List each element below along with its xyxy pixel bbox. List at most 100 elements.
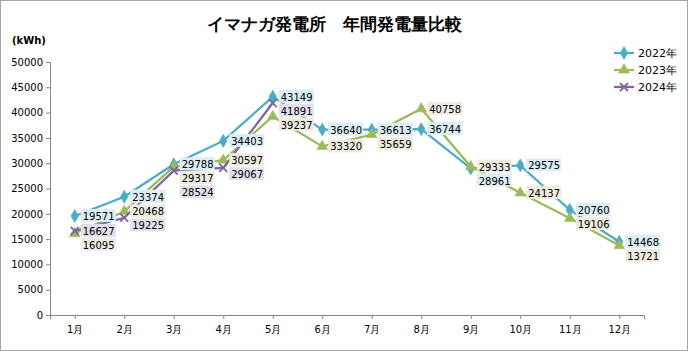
marker — [267, 110, 278, 119]
data-label-bg — [576, 203, 611, 216]
data-label: 41891 — [281, 106, 313, 117]
data-label-bg — [130, 204, 165, 217]
data-label-bg — [279, 90, 314, 103]
y-tick-mark — [46, 189, 50, 190]
y-tick: 10000 — [11, 259, 50, 270]
legend-label: 2023年 — [638, 64, 677, 77]
marker — [318, 123, 326, 136]
x-tick: 8月 — [414, 315, 430, 335]
data-label-bg — [625, 249, 660, 262]
legend-marker — [620, 46, 628, 59]
x-tick: 11月 — [559, 315, 582, 335]
x-tick: 10月 — [509, 315, 532, 335]
title: イマナガ発電所 年間発電量比較 — [207, 14, 463, 34]
x-axis-line — [51, 316, 645, 320]
data-label: 40758 — [429, 104, 461, 115]
data-label-bg — [526, 158, 561, 171]
y-tick-label: 35000 — [11, 133, 43, 144]
data-label-bg — [427, 122, 462, 135]
x-tick-mark — [124, 315, 125, 319]
data-label-bg — [328, 123, 363, 136]
data-label-bg — [180, 185, 215, 198]
y-tick: 0 — [37, 310, 50, 321]
legend: 2022年 2023年 2024年 — [612, 42, 682, 99]
data-label: 34403 — [231, 136, 263, 147]
marker — [269, 99, 277, 107]
data-label-bg — [526, 186, 561, 199]
data-label: 29333 — [479, 162, 511, 173]
x-tick: 7月 — [364, 315, 380, 335]
data-label-bg — [229, 134, 264, 147]
y-axis-title: (kWh) — [12, 35, 46, 46]
y-tick-label: 30000 — [11, 158, 43, 169]
legend-marker — [620, 83, 628, 91]
marker — [170, 167, 178, 175]
legend-marker — [619, 64, 630, 73]
x-tick-label: 6月 — [315, 324, 331, 335]
data-label-bg — [378, 123, 413, 136]
y-tick: 45000 — [11, 82, 50, 93]
x-tick-label: 5月 — [265, 324, 281, 335]
x-tick-label: 7月 — [364, 324, 380, 335]
data-label-bg — [229, 167, 264, 180]
data-label: 35659 — [380, 139, 412, 150]
data-label: 16095 — [83, 240, 115, 251]
data-label-bg — [81, 224, 116, 237]
x-tick-mark — [372, 315, 373, 319]
data-label: 39237 — [281, 120, 313, 131]
x-tick-label: 2月 — [117, 324, 133, 335]
marker — [317, 140, 328, 149]
marker — [516, 159, 524, 172]
chart-frame — [1, 1, 688, 351]
data-label-bg — [477, 174, 512, 187]
legend-label: 2022年 — [638, 47, 677, 60]
y-tick: 30000 — [11, 158, 50, 169]
data-label-bg — [81, 209, 116, 222]
data-label: 29788 — [182, 159, 214, 170]
y-tick-label: 15000 — [11, 234, 43, 245]
data-label-bg — [81, 238, 116, 251]
marker — [71, 227, 79, 235]
x-tick-mark — [174, 315, 175, 319]
series-line — [75, 109, 620, 246]
y-tick-label: 10000 — [11, 259, 43, 270]
x-tick-label: 1月 — [67, 324, 83, 335]
y-tick-label: 25000 — [11, 183, 43, 194]
x-tick-label: 4月 — [216, 324, 232, 335]
data-label: 29067 — [231, 169, 263, 180]
data-label: 30597 — [231, 155, 263, 166]
marker — [168, 160, 179, 169]
marker — [219, 134, 227, 147]
data-label: 16627 — [83, 226, 115, 237]
y-tick-mark — [46, 290, 50, 291]
marker — [366, 128, 377, 137]
x-tick-mark — [619, 315, 620, 319]
x-tick-label: 3月 — [166, 324, 182, 335]
marker — [614, 239, 625, 248]
y-tick-label: 50000 — [11, 57, 43, 68]
y-axis: 0500010000150002000025000300003500040000… — [11, 57, 50, 321]
series-marks — [69, 90, 624, 249]
plot: 0500010000150002000025000300003500040000… — [11, 57, 660, 335]
x-tick-mark — [471, 315, 472, 319]
data-label: 29317 — [182, 173, 214, 184]
x-tick-label: 9月 — [463, 324, 479, 335]
data-label-bg — [378, 137, 413, 150]
data-label-bg — [180, 157, 215, 170]
data-label: 20760 — [578, 205, 610, 216]
data-label-bg — [130, 218, 165, 231]
data-label: 36744 — [429, 124, 461, 135]
data-label: 28961 — [479, 176, 511, 187]
y-tick-mark — [46, 315, 50, 316]
data-label-bg — [130, 190, 165, 203]
marker — [515, 187, 526, 196]
marker — [417, 122, 425, 135]
y-tick-label: 45000 — [11, 82, 43, 93]
legend-label: 2024年 — [638, 81, 677, 94]
data-label-bg — [328, 139, 363, 152]
x-tick: 1月 — [67, 315, 83, 335]
chart: イマナガ発電所 年間発電量比較(kWh)05000100001500020000… — [0, 0, 688, 351]
y-tick: 35000 — [11, 133, 50, 144]
y-tick: 25000 — [11, 183, 50, 194]
data-label-bg — [180, 171, 215, 184]
